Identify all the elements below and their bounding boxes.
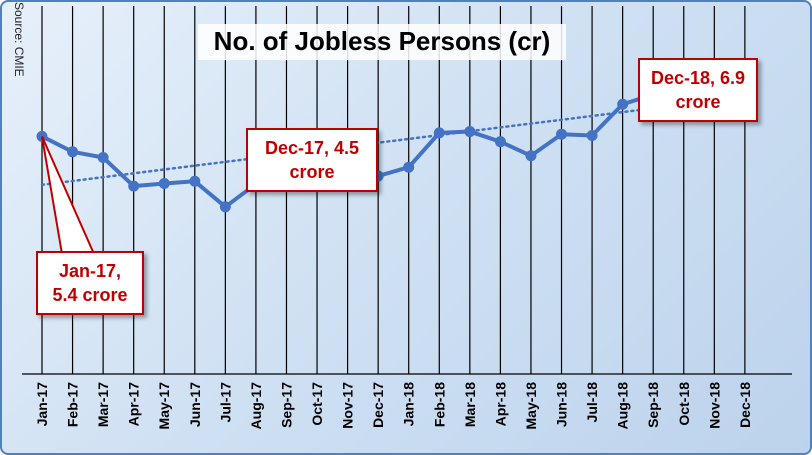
x-tick-label: Mar-18	[462, 382, 478, 427]
x-tick-label: May-18	[523, 382, 539, 430]
x-tick-label: Dec-18	[737, 382, 753, 428]
x-tick-label: Mar-17	[95, 382, 111, 427]
x-tick-label: Jan-17	[34, 382, 50, 427]
callout-line: crore	[289, 162, 335, 182]
data-point	[403, 161, 415, 173]
x-tick-label: Aug-17	[248, 382, 264, 430]
source-label: Source: CMIE	[12, 2, 26, 77]
callout-line: Dec-18, 6.9	[650, 68, 746, 88]
callout-line: Dec-17, 4.5	[264, 138, 360, 158]
data-point	[433, 127, 445, 139]
x-tick-label: Jan-18	[401, 382, 417, 427]
data-point	[97, 152, 109, 164]
x-tick-label: Jul-18	[584, 382, 600, 423]
callout-line: Jan-17,	[58, 261, 122, 281]
x-tick-label: May-17	[156, 382, 172, 430]
x-tick-label: Apr-17	[126, 382, 142, 427]
trend-line	[40, 95, 747, 187]
data-point	[556, 128, 568, 140]
data-point	[67, 146, 79, 158]
x-tick-label: Sep-18	[645, 382, 661, 428]
x-tick-label: Aug-18	[615, 382, 631, 430]
x-tick-label: Nov-17	[340, 382, 356, 429]
chart-title: No. of Jobless Persons (cr)	[214, 26, 551, 56]
x-tick-label: Oct-17	[309, 382, 325, 426]
callout-dec-17: Dec-17, 4.5 crore	[246, 128, 378, 192]
callout-line: 5.4 crore	[52, 285, 128, 305]
x-tick-label: Oct-18	[676, 382, 692, 426]
data-point	[128, 180, 140, 192]
data-point	[219, 201, 231, 213]
data-point	[494, 136, 506, 148]
x-tick-label: Feb-18	[431, 382, 447, 427]
x-tick-label: Jun-18	[554, 382, 570, 427]
x-tick-label: Feb-17	[65, 382, 81, 427]
title-background	[198, 24, 566, 60]
data-point	[464, 126, 476, 138]
x-tick-label: Dec-17	[370, 382, 386, 428]
data-point	[158, 177, 170, 189]
data-point	[617, 98, 629, 110]
x-tick-label: Nov-18	[706, 382, 722, 429]
x-tick-label: Sep-17	[278, 382, 294, 428]
callout-dec-18: Dec-18, 6.9 crore	[638, 58, 758, 122]
data-point	[189, 175, 201, 187]
callout-line: crore	[675, 92, 721, 112]
x-tick-label: Apr-18	[492, 382, 508, 427]
x-tick-label: Jun-17	[187, 382, 203, 427]
x-tick-label: Jul-17	[217, 382, 233, 423]
callout-jan-17: Jan-17, 5.4 crore	[36, 251, 144, 315]
data-point	[525, 150, 537, 162]
data-point	[586, 130, 598, 142]
